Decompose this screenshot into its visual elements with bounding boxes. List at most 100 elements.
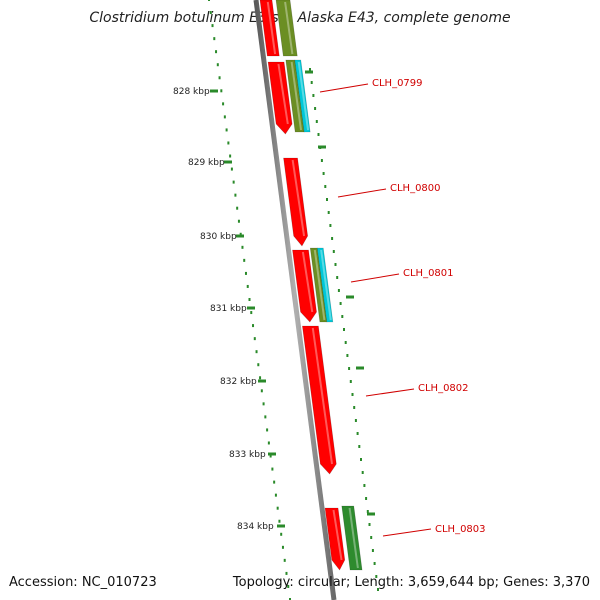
gene-label-group[interactable]: CLH_0801 xyxy=(350,268,454,283)
guide-dot xyxy=(223,115,226,119)
guide-dot xyxy=(246,284,249,288)
guide-dot xyxy=(370,536,373,539)
guide-dot xyxy=(255,350,258,354)
gene-clh-0802[interactable] xyxy=(302,325,337,475)
scale-tick-label: 829 kbp xyxy=(188,158,225,168)
gene-label[interactable]: CLH_0802 xyxy=(418,383,469,394)
gene-clh-0803-green-highlight xyxy=(348,507,359,569)
guide-dot xyxy=(375,575,378,578)
gene-clh-0801[interactable] xyxy=(292,249,317,323)
guide-dot xyxy=(310,81,313,84)
scale-tick-label: 830 kbp xyxy=(200,232,237,242)
gene-label[interactable]: CLH_0800 xyxy=(390,183,441,194)
gene-label[interactable]: CLH_0799 xyxy=(372,78,423,89)
guide-dot xyxy=(281,545,284,549)
gene-partial-top-olive[interactable] xyxy=(275,0,298,57)
scale-tick-mark xyxy=(268,452,276,456)
scale-tick: 834 kbp xyxy=(237,522,285,532)
guide-dot xyxy=(264,415,267,419)
guide-dot xyxy=(227,141,230,145)
scale-tick-mark xyxy=(258,379,266,383)
guide-dot xyxy=(241,245,244,249)
gene-label-group[interactable]: CLH_0802 xyxy=(365,383,469,397)
genome-stats-footer: Topology: circular; Length: 3,659,644 bp… xyxy=(232,575,590,590)
guide-dot xyxy=(360,458,362,461)
gene-label-group[interactable]: CLH_0800 xyxy=(337,183,441,198)
guide-dot xyxy=(266,428,269,432)
guide-dot xyxy=(361,471,364,474)
accession-footer: Accession: NC_010723 xyxy=(9,575,157,590)
tick-layer: 828 kbp 829 kbp 830 kbp 831 kbp 832 kbp 833 k… xyxy=(173,70,375,532)
guide-dot xyxy=(222,102,225,106)
gene-label-leader-line xyxy=(350,273,400,283)
guide-dot xyxy=(334,263,337,266)
guide-dot xyxy=(332,250,335,253)
guide-dot xyxy=(211,24,214,28)
guide-dot xyxy=(353,406,356,409)
guide-dot xyxy=(366,510,369,513)
guide-dot xyxy=(346,354,349,357)
guide-dot xyxy=(260,389,263,393)
scale-tick: 833 kbp xyxy=(229,450,276,460)
guide-dot xyxy=(365,497,368,500)
guide-dot xyxy=(363,484,366,487)
guide-dot xyxy=(215,50,218,54)
guide-dot xyxy=(208,0,210,1)
guide-dot xyxy=(289,598,291,600)
guide-dot xyxy=(344,341,347,344)
gene-layer xyxy=(259,0,363,571)
gene-label-leader-line xyxy=(319,83,369,93)
gene-partial-top-olive-highlight xyxy=(284,1,294,55)
guide-dot xyxy=(312,94,315,97)
scale-tick-label: 832 kbp xyxy=(220,377,257,387)
guide-dot xyxy=(273,480,276,484)
guide-dot xyxy=(234,193,237,197)
minor-tick-mark xyxy=(346,295,354,299)
gene-label[interactable]: CLH_0801 xyxy=(403,268,454,279)
gene-clh-0801-highlight xyxy=(301,251,314,313)
scale-tick-label: 831 kbp xyxy=(210,304,247,314)
guide-dot xyxy=(274,493,277,497)
minor-tick-mark xyxy=(367,512,375,516)
guide-dot xyxy=(225,128,228,132)
right-dotted-guide xyxy=(309,68,379,591)
guide-dot xyxy=(315,120,318,123)
label-layer: CLH_0799 CLH_0800 CLH_0801 CLH_0802 CLH_0803 xyxy=(319,78,486,537)
gene-clh-0800[interactable] xyxy=(283,157,308,247)
guide-dot xyxy=(356,432,359,435)
guide-dot xyxy=(230,167,233,171)
gene-clh-0801-olive-highlight xyxy=(313,249,326,321)
gene-label-group[interactable]: CLH_0803 xyxy=(382,524,486,537)
guide-dot xyxy=(349,380,352,383)
gene-clh-0803[interactable] xyxy=(324,507,346,571)
guide-dot xyxy=(237,219,240,223)
scale-tick-mark xyxy=(247,306,255,310)
guide-dot xyxy=(317,133,320,136)
gene-partial-top[interactable] xyxy=(259,0,280,57)
gene-clh-0800-highlight xyxy=(291,159,306,237)
scale-tick-label: 834 kbp xyxy=(237,522,274,532)
gene-clh-0801-cyan[interactable] xyxy=(316,247,334,323)
gene-clh-0799-highlight xyxy=(277,63,289,125)
guide-dot xyxy=(314,107,317,110)
gene-clh-0803-green[interactable] xyxy=(341,505,363,571)
gene-label[interactable]: CLH_0803 xyxy=(435,524,486,535)
guide-dot xyxy=(218,76,221,80)
gene-label-group[interactable]: CLH_0799 xyxy=(319,78,423,93)
gene-clh-0799[interactable] xyxy=(267,61,293,135)
scale-tick-mark xyxy=(224,160,232,164)
gene-clh-0799-cyan[interactable] xyxy=(294,59,311,133)
guide-dot xyxy=(358,445,361,448)
guide-dot xyxy=(348,367,351,370)
guide-dot xyxy=(343,328,345,331)
guide-dot xyxy=(209,11,212,15)
guide-dot xyxy=(259,376,262,380)
guide-dot xyxy=(267,441,270,445)
guide-dot xyxy=(232,180,235,184)
guide-dot xyxy=(213,37,216,41)
guide-dot xyxy=(239,232,242,236)
guide-dot xyxy=(248,298,251,301)
guide-dot xyxy=(327,211,330,214)
scale-tick-mark xyxy=(277,524,285,528)
guide-dot xyxy=(320,159,323,162)
